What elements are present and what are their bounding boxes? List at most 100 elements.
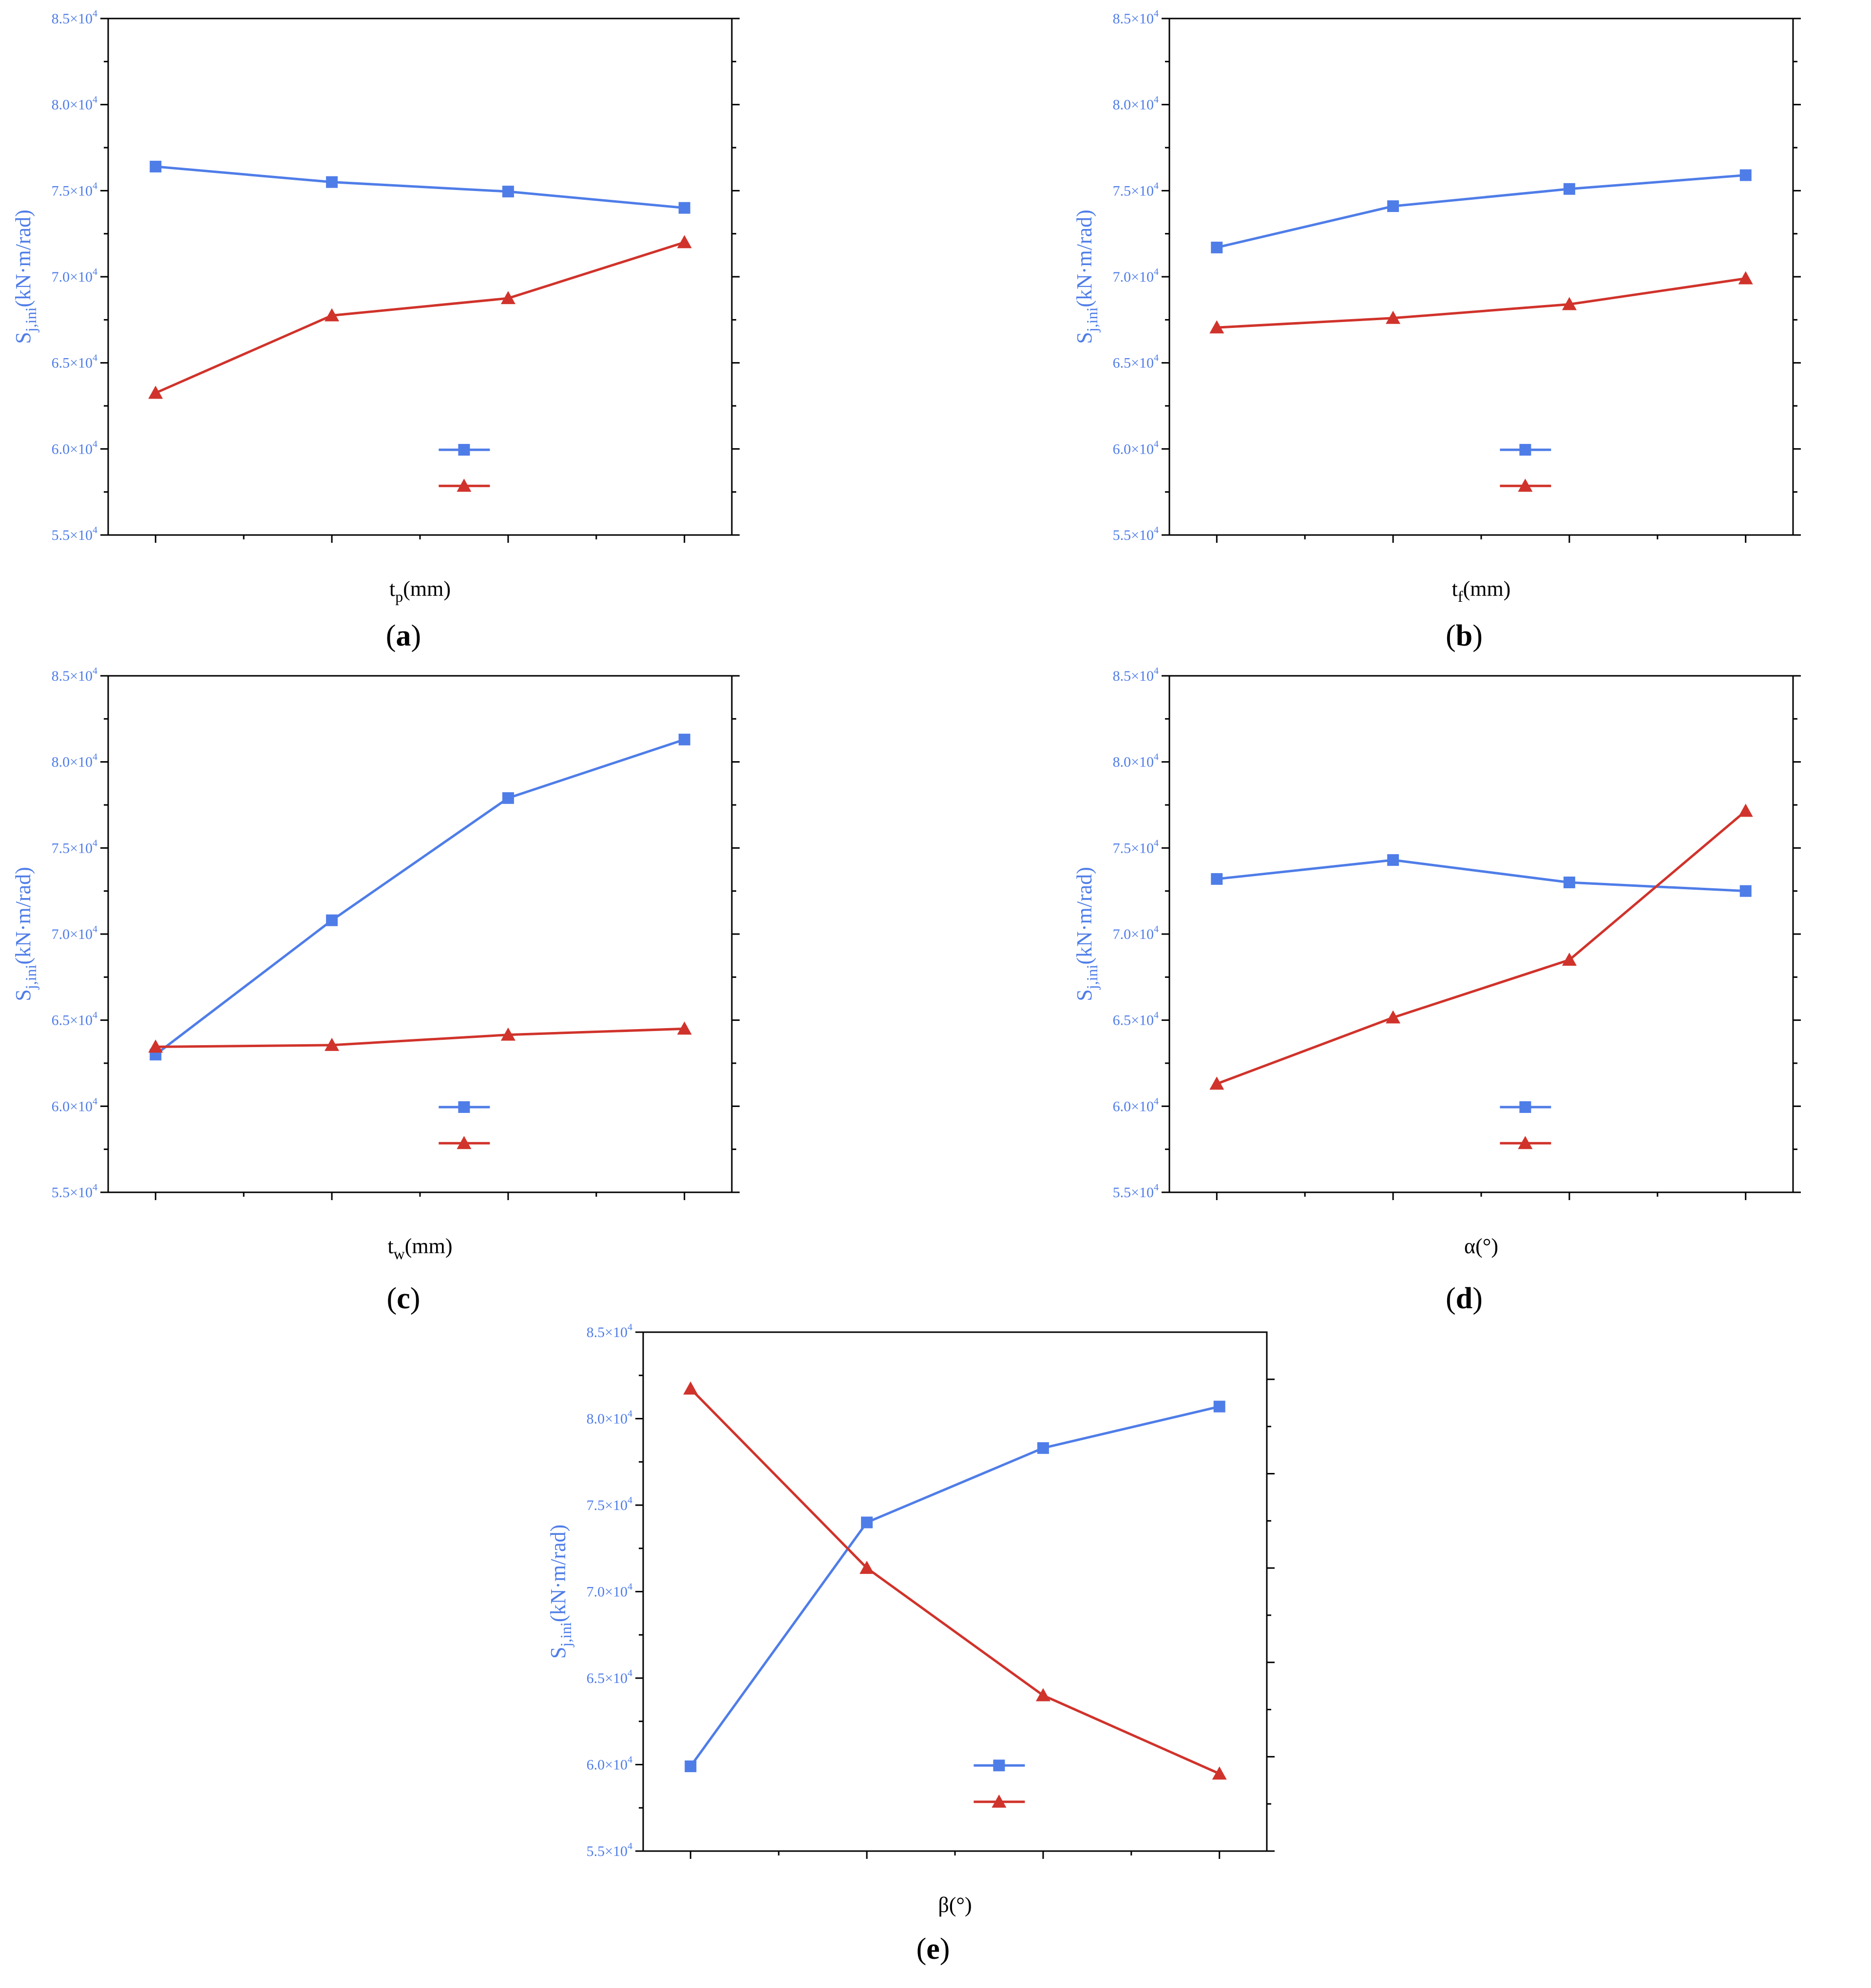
stiffness-point — [150, 160, 162, 172]
left-tick-mantissa: 6.5×10 — [52, 355, 93, 371]
left-tick-label: 8.0×104 — [52, 752, 97, 770]
left-tick-label: 6.0×104 — [1113, 1096, 1159, 1114]
load-line — [1217, 277, 1746, 329]
stiffness-line — [155, 165, 685, 210]
legend-marker — [458, 444, 470, 456]
stiffness-point — [678, 733, 690, 746]
left-tick-label: 5.5×104 — [52, 525, 97, 543]
panel-caption: (b) — [1446, 619, 1483, 652]
left-title-rest: (kN·m/rad) — [11, 867, 35, 964]
left-title-main: S — [1072, 989, 1096, 1001]
left-tick-mantissa: 5.5×10 — [1113, 527, 1154, 543]
stiffness-point — [1387, 200, 1399, 212]
stiffness-point — [1739, 885, 1752, 897]
x-title-main: t — [389, 577, 395, 601]
left-tick-mantissa: 6.0×10 — [52, 441, 93, 457]
left-tick-exponent: 4 — [628, 1495, 632, 1506]
left-tick-mantissa: 6.0×10 — [1113, 441, 1154, 457]
caption-letter: a — [396, 619, 411, 652]
left-title-sub: j,ini — [22, 965, 39, 990]
left-tick-label: 8.5×104 — [52, 8, 97, 27]
stiffness-point — [326, 914, 338, 926]
load-point — [1386, 1010, 1401, 1024]
left-tick-label: 7.5×104 — [587, 1495, 632, 1513]
legend — [439, 1101, 490, 1149]
left-tick-label: 8.5×104 — [1113, 666, 1159, 684]
load-point — [325, 308, 340, 322]
left-tick-exponent: 4 — [93, 267, 97, 277]
panel-caption: (c) — [387, 1282, 420, 1315]
left-tick-mantissa: 8.0×10 — [1113, 97, 1154, 113]
left-tick-mantissa: 8.5×10 — [52, 11, 93, 27]
legend — [1500, 444, 1551, 492]
left-tick-label: 6.5×104 — [52, 353, 97, 371]
left-tick-exponent: 4 — [1154, 525, 1159, 535]
load-line — [689, 1388, 1220, 1775]
load-point — [1562, 297, 1577, 310]
legend-marker — [457, 1136, 472, 1149]
load-point — [677, 1021, 692, 1035]
left-tick-exponent: 4 — [1154, 180, 1159, 191]
left-tick-mantissa: 7.0×10 — [587, 1584, 628, 1600]
stiffness-point — [1563, 877, 1575, 888]
left-tick-mantissa: 8.0×10 — [52, 754, 93, 770]
load-point — [148, 385, 163, 399]
left-tick-label: 6.5×104 — [587, 1668, 632, 1686]
legend-marker — [1518, 478, 1533, 492]
x-title-unit: (mm) — [1463, 577, 1511, 601]
left-tick-exponent: 4 — [93, 924, 97, 935]
left-tick-label: 6.5×104 — [1113, 1010, 1159, 1029]
load-point — [500, 291, 515, 305]
panel-caption: (d) — [1446, 1282, 1483, 1315]
left-axis-title: Sj,ini(kN·m/rad) — [1072, 867, 1101, 1001]
left-tick-exponent: 4 — [628, 1409, 632, 1419]
left-tick-mantissa: 8.5×10 — [1113, 11, 1154, 27]
left-tick-exponent: 4 — [93, 838, 97, 848]
load-point — [500, 1027, 515, 1041]
load-point — [859, 1561, 875, 1574]
plot-frame — [1168, 675, 1794, 1193]
left-tick-label: 8.0×104 — [587, 1409, 632, 1427]
left-tick-label: 7.0×104 — [52, 267, 97, 285]
caption-paren: ( — [387, 1282, 397, 1315]
left-tick-mantissa: 7.5×10 — [1113, 183, 1154, 199]
left-tick-mantissa: 5.5×10 — [52, 1185, 93, 1201]
left-axis-title: Sj,ini(kN·m/rad) — [546, 1525, 574, 1659]
left-tick-mantissa: 5.5×10 — [52, 527, 93, 543]
load-point — [1738, 803, 1753, 817]
legend-marker — [458, 1101, 470, 1113]
left-tick-exponent: 4 — [628, 1755, 632, 1765]
caption-paren: ( — [386, 619, 396, 652]
load-point — [148, 1039, 163, 1053]
left-tick-exponent: 4 — [628, 1322, 632, 1333]
stiffness-point — [1211, 241, 1223, 253]
left-tick-exponent: 4 — [93, 180, 97, 191]
left-tick-mantissa: 5.5×10 — [587, 1843, 628, 1859]
load-point — [325, 1037, 340, 1051]
stiffness-point — [685, 1760, 697, 1773]
x-title-unit: (mm) — [403, 577, 451, 601]
left-tick-exponent: 4 — [1154, 924, 1159, 935]
left-tick-label: 8.5×104 — [1113, 8, 1159, 27]
left-tick-exponent: 4 — [1154, 439, 1159, 449]
x-title-sub: p — [395, 588, 403, 605]
left-tick-mantissa: 7.0×10 — [1113, 926, 1154, 942]
x-axis-title: tw(mm) — [387, 1234, 452, 1262]
left-tick-exponent: 4 — [93, 525, 97, 535]
load-point — [677, 235, 692, 248]
left-title-main: S — [11, 332, 35, 344]
stiffness-point — [861, 1516, 873, 1529]
left-tick-mantissa: 6.5×10 — [1113, 1013, 1154, 1029]
left-tick-mantissa: 8.5×10 — [1113, 668, 1154, 684]
left-tick-mantissa: 7.5×10 — [52, 840, 93, 856]
left-axis-title: Sj,ini(kN·m/rad) — [11, 867, 39, 1001]
chart-panel-b: 5.5×1046.0×1046.5×1047.0×1047.5×1048.0×1… — [1072, 8, 1801, 652]
left-tick-exponent: 4 — [93, 353, 97, 363]
left-tick-mantissa: 8.0×10 — [587, 1411, 628, 1427]
x-title-main: β(°) — [938, 1893, 972, 1917]
panel-caption: (a) — [386, 619, 421, 652]
caption-letter: d — [1456, 1282, 1472, 1315]
stiffness-line — [154, 738, 685, 1056]
stiffness-point — [1211, 873, 1223, 885]
x-title-sub: w — [394, 1245, 405, 1262]
